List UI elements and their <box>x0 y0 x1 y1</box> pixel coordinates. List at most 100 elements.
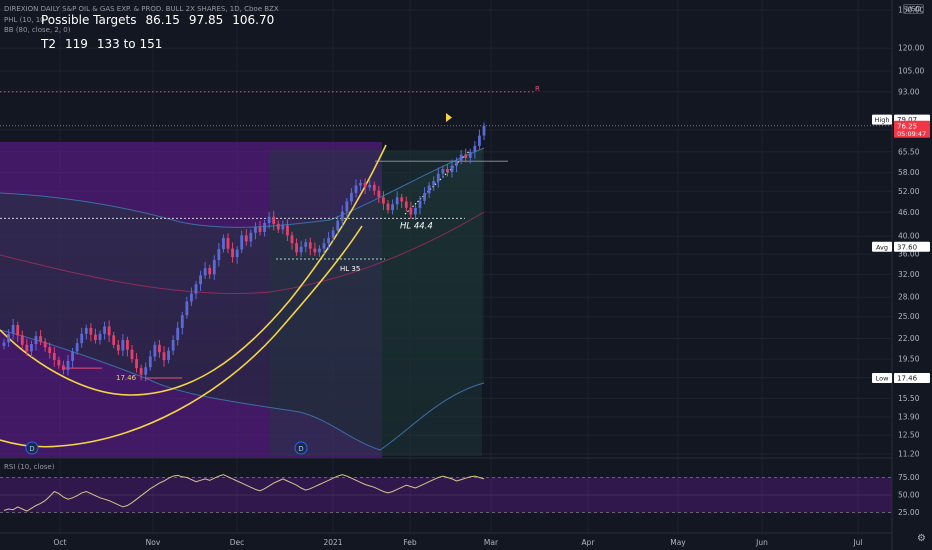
candle-body <box>446 169 449 173</box>
candle-body <box>313 248 317 253</box>
price-tick-label: 19.50 <box>898 355 920 364</box>
rsi-tick-label: 50.00 <box>898 491 920 500</box>
price-badge <box>894 120 930 138</box>
annotation-label: R <box>535 85 540 93</box>
candle-body <box>377 190 381 198</box>
candle-body <box>450 165 454 173</box>
candle-body <box>258 227 262 232</box>
candle-body <box>231 248 234 258</box>
price-tick-label: 32.00 <box>898 270 920 279</box>
candle-body <box>194 284 198 294</box>
price-badge-tag <box>872 114 892 125</box>
price-tick-label: 93.00 <box>898 87 920 96</box>
candle-body <box>254 227 257 233</box>
t2-targets: T2 119 133 to 151 <box>41 37 171 51</box>
candle-body <box>272 216 276 224</box>
price-badge-timer: 05:09:47 <box>897 130 926 138</box>
candle-body <box>203 268 207 276</box>
candle-body <box>71 351 74 361</box>
candle-body <box>244 235 248 242</box>
candle-body <box>103 326 106 334</box>
price-tick-label: 58.00 <box>898 168 920 177</box>
dividend-marker <box>294 441 308 455</box>
candle-body <box>464 154 468 158</box>
candle-body <box>281 225 285 230</box>
candle-body <box>409 207 413 215</box>
candle-body <box>39 336 42 342</box>
price-tick-label: 15.50 <box>898 394 920 403</box>
symbol-title: DIREXION DAILY S&P OIL & GAS EXP. & PROD… <box>4 5 279 13</box>
candle-body <box>286 225 289 236</box>
candle-body <box>75 343 79 352</box>
candle-body <box>459 154 463 161</box>
candle-body <box>418 200 422 208</box>
candle-body <box>52 353 56 360</box>
candle-body <box>217 249 221 261</box>
time-label: Dec <box>230 538 245 547</box>
candle-body <box>158 344 161 353</box>
price-tick-label: 120.00 <box>898 44 924 53</box>
candle-body <box>372 184 376 191</box>
candle-body <box>199 275 202 285</box>
currency-badge[interactable]: USD <box>903 4 924 14</box>
candle-body <box>436 173 440 182</box>
candle-body <box>359 182 362 186</box>
candle-body <box>308 242 312 249</box>
candle-body <box>263 223 266 232</box>
candle-body <box>441 169 445 174</box>
trend-dotted <box>404 150 471 215</box>
annotation-label: HL 35 <box>340 265 360 273</box>
candle-body <box>423 193 426 201</box>
parabola-inner <box>0 144 387 396</box>
candle-body <box>363 182 367 188</box>
candle-body <box>66 360 70 370</box>
candle-body <box>386 203 390 211</box>
candle-body <box>222 237 225 250</box>
price-badge-name: Avg <box>876 243 888 251</box>
candle-body <box>167 350 170 360</box>
candle-body <box>94 334 97 341</box>
rsi-band <box>0 477 892 513</box>
candle-body <box>116 344 120 351</box>
price-tick-label: 11.20 <box>898 450 920 459</box>
candle-body <box>235 249 239 258</box>
time-label: Mar <box>484 538 499 547</box>
candle-body <box>432 181 436 186</box>
time-label: 2021 <box>323 538 342 547</box>
price-tick-label: 105.00 <box>898 67 924 76</box>
candle-body <box>57 359 61 366</box>
candle-body <box>135 359 138 369</box>
targets-label: Possible Targets <box>41 13 137 27</box>
time-label: Apr <box>582 538 596 547</box>
candle-body <box>276 223 280 230</box>
candle-body <box>180 315 184 328</box>
candle-body <box>482 125 486 136</box>
candles <box>2 122 486 382</box>
candle-body <box>354 185 358 193</box>
candle-body <box>139 368 143 375</box>
indicator-bb: BB (80, close, 2, 0) <box>4 26 71 34</box>
candle-body <box>404 201 408 208</box>
candle-body <box>455 160 458 166</box>
candle-body <box>190 293 193 302</box>
dividend-marker <box>25 441 39 455</box>
price-badge-name: High <box>875 116 890 124</box>
dividend-label: D <box>298 445 303 453</box>
candle-body <box>478 135 481 146</box>
candle-body <box>368 184 372 188</box>
candle-body <box>25 344 29 352</box>
candle-body <box>62 365 65 370</box>
dividend-label: D <box>29 445 34 453</box>
candle-body <box>327 237 330 244</box>
time-label: Feb <box>403 538 417 547</box>
price-badge-tag <box>872 241 892 252</box>
price-badge-name: Low <box>876 375 889 383</box>
candle-body <box>414 207 417 215</box>
gear-icon[interactable]: ⚙ <box>917 533 926 544</box>
candle-body <box>295 243 298 253</box>
candle-body <box>185 301 189 316</box>
candle-body <box>11 325 15 334</box>
indicator-phl: PHL (10, 10 <box>4 16 45 24</box>
candle-body <box>391 204 394 211</box>
